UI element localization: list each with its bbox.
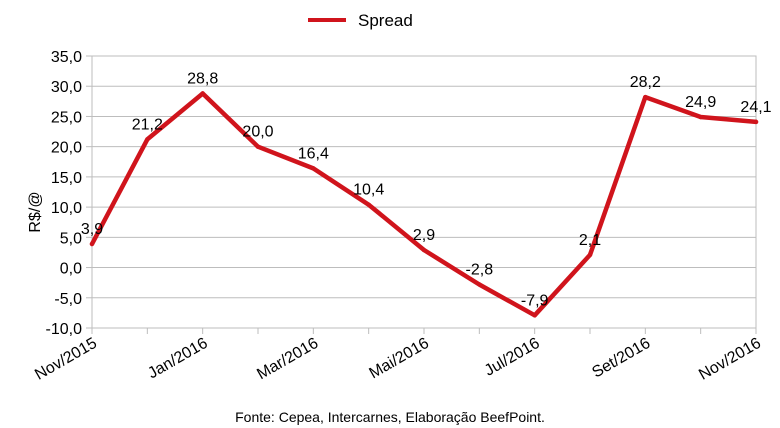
data-label: 28,8 [187,70,218,87]
y-tick-label: -10,0 [46,321,83,338]
data-point [643,94,648,100]
data-label: 21,2 [132,116,163,133]
data-point [587,252,593,258]
y-axis-ticks: -10,0 -5,0 0,0 5,0 10,0 15,0 20,0 25,0 30,0 35,0 [46,49,92,338]
series-line-spread [89,91,759,318]
data-point [477,282,482,287]
y-tick-label: 30,0 [51,79,82,96]
data-label: -2,8 [466,261,494,278]
y-tick-label: 0,0 [60,261,82,278]
legend: Spread [308,11,413,30]
data-point [255,144,261,149]
x-tick-label: Set/2016 [589,335,653,382]
data-labels: 3,9 21,2 28,8 20,0 16,4 10,4 2,9 -2,8 -7,9 2,1 28,… [81,70,772,309]
x-tick-label: Mar/2016 [254,335,321,384]
data-point [200,91,205,96]
data-point [753,119,759,125]
x-tick-label: Jul/2016 [482,335,543,380]
data-label: 24,9 [685,94,716,111]
x-tick-label: Nov/2015 [32,335,100,384]
y-tick-label: 25,0 [51,109,82,126]
data-point [311,166,316,171]
x-tick-label: Jan/2016 [145,335,211,383]
plot-area [91,55,757,329]
gridlines [92,55,756,329]
y-tick-label: 35,0 [51,49,82,66]
series-spread [89,91,759,318]
data-label: 28,2 [630,74,661,91]
data-label: 2,9 [413,227,435,244]
y-axis-title: R$/@ [27,191,44,232]
x-axis-ticks: Nov/2015 Jan/2016 Mar/2016 Mai/2016 Jul/2016… [32,328,764,384]
data-label: 2,1 [579,232,601,249]
data-point [366,202,371,207]
data-point [698,114,703,120]
data-label: 20,0 [242,124,273,141]
y-tick-label: 10,0 [51,200,82,217]
data-label: 16,4 [298,145,329,162]
data-label: 10,4 [353,182,384,199]
data-point [89,241,95,247]
data-label: -7,9 [521,292,549,309]
y-tick-label: 15,0 [51,170,82,187]
y-tick-label: -5,0 [54,291,82,308]
data-point [145,137,150,142]
data-point [421,247,427,253]
x-tick-label: Nov/2016 [696,335,764,384]
y-tick-label: 5,0 [60,230,82,247]
x-tick-label: Mai/2016 [366,335,432,383]
source-note: Fonte: Cepea, Intercarnes, Elaboração Be… [235,409,545,425]
legend-label-spread: Spread [358,11,413,30]
data-point [532,313,537,318]
data-label: 24,1 [740,99,771,116]
y-tick-label: 20,0 [51,140,82,157]
data-label: 3,9 [81,221,103,238]
